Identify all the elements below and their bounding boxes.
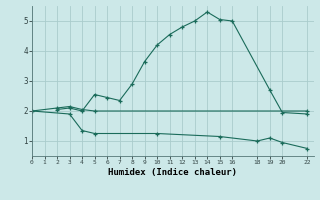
X-axis label: Humidex (Indice chaleur): Humidex (Indice chaleur) xyxy=(108,168,237,177)
